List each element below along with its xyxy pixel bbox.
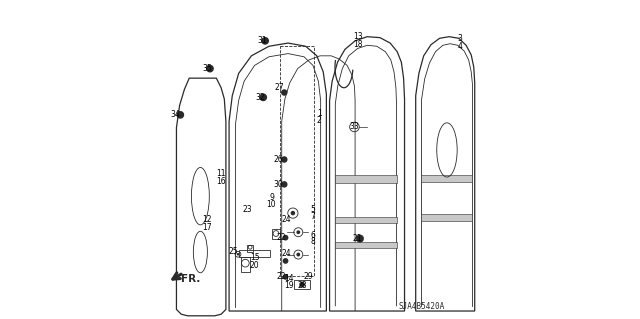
Text: 34: 34 [170,110,180,119]
Text: 19: 19 [284,281,294,290]
Circle shape [296,253,300,256]
Circle shape [262,38,268,44]
Circle shape [356,235,364,242]
Circle shape [283,258,289,264]
Text: 28: 28 [298,281,307,290]
Text: SJA4B5420A: SJA4B5420A [399,302,445,311]
Circle shape [282,182,287,187]
Circle shape [237,253,239,256]
Text: 9: 9 [269,193,274,202]
Text: 6: 6 [310,231,316,240]
Circle shape [207,65,213,72]
Text: 35: 35 [203,64,212,73]
Text: 33: 33 [349,122,359,131]
Text: 5: 5 [310,205,316,214]
Circle shape [300,282,305,287]
Text: 26: 26 [273,155,283,164]
Text: 4: 4 [458,42,462,51]
Circle shape [296,230,300,234]
Circle shape [260,94,266,100]
Text: 3: 3 [458,34,462,43]
Text: 31: 31 [257,36,267,45]
Text: 1: 1 [317,109,322,118]
Circle shape [291,211,295,215]
Bar [422,175,472,182]
Text: 23: 23 [243,205,252,214]
Bar [335,217,397,223]
Text: 14: 14 [284,274,294,283]
Text: 2: 2 [317,116,322,125]
Bar [241,257,250,272]
Bar [239,250,270,257]
Circle shape [282,90,287,95]
Text: 11: 11 [216,169,226,178]
Circle shape [283,235,289,241]
Bar [280,46,314,276]
Text: 30: 30 [274,180,284,189]
Bar [271,229,280,239]
Text: 27: 27 [275,83,284,92]
Text: 7: 7 [310,212,316,221]
Bar [247,245,253,252]
Text: 15: 15 [250,253,259,262]
Text: 21: 21 [353,234,362,243]
Circle shape [177,112,184,118]
Text: 24: 24 [282,215,291,224]
Bar [294,280,310,289]
Text: 22: 22 [276,233,286,242]
Text: FR.: FR. [181,274,200,284]
Bar [335,175,397,183]
Bar [422,214,472,221]
Text: 22: 22 [276,272,286,281]
Text: 16: 16 [216,177,226,186]
Text: 17: 17 [202,223,212,232]
Text: 18: 18 [353,40,362,48]
Text: 20: 20 [250,261,259,270]
Text: 32: 32 [255,93,265,102]
Text: 25: 25 [228,247,238,256]
Text: 24: 24 [282,249,291,258]
Text: 12: 12 [202,215,211,224]
Circle shape [282,157,287,162]
Text: 13: 13 [353,32,362,41]
Bar [335,242,397,248]
Text: 10: 10 [267,200,276,209]
Text: 29: 29 [303,272,313,281]
Text: 8: 8 [310,237,316,246]
Circle shape [283,274,289,280]
